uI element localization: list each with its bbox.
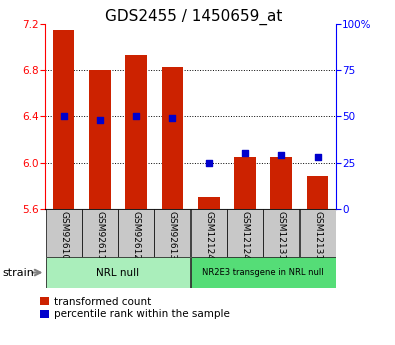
Bar: [307, 176, 329, 209]
Point: [169, 116, 176, 121]
Text: GDS2455 / 1450659_at: GDS2455 / 1450659_at: [105, 9, 282, 25]
Point: [205, 160, 212, 165]
Bar: [162, 67, 183, 209]
Legend: transformed count, percentile rank within the sample: transformed count, percentile rank withi…: [40, 297, 230, 319]
Bar: [53, 30, 75, 209]
Bar: [234, 157, 256, 209]
Text: GSM92611: GSM92611: [95, 211, 104, 260]
Point: [133, 114, 139, 119]
Bar: [300, 209, 336, 257]
Bar: [118, 209, 154, 257]
Point: [314, 154, 321, 160]
Text: GSM92613: GSM92613: [168, 211, 177, 260]
Text: GSM121242: GSM121242: [204, 211, 213, 265]
Bar: [263, 209, 299, 257]
Text: GSM121315: GSM121315: [277, 211, 286, 266]
Text: GSM92612: GSM92612: [132, 211, 141, 260]
Point: [278, 152, 284, 158]
Bar: [227, 209, 263, 257]
Text: GSM92610: GSM92610: [59, 211, 68, 260]
Bar: [154, 209, 190, 257]
Text: NR2E3 transgene in NRL null: NR2E3 transgene in NRL null: [202, 268, 324, 277]
Text: GSM121316: GSM121316: [313, 211, 322, 266]
Bar: [45, 209, 81, 257]
Bar: [89, 70, 111, 209]
Point: [97, 117, 103, 123]
Bar: [125, 55, 147, 209]
Point: [242, 150, 248, 156]
Text: GSM121249: GSM121249: [241, 211, 250, 265]
Bar: [45, 257, 190, 288]
Bar: [191, 257, 336, 288]
Bar: [191, 209, 227, 257]
Bar: [82, 209, 118, 257]
Text: strain: strain: [2, 268, 34, 277]
Text: NRL null: NRL null: [96, 268, 139, 277]
Point: [60, 114, 67, 119]
Bar: [198, 197, 220, 209]
Bar: [271, 157, 292, 209]
